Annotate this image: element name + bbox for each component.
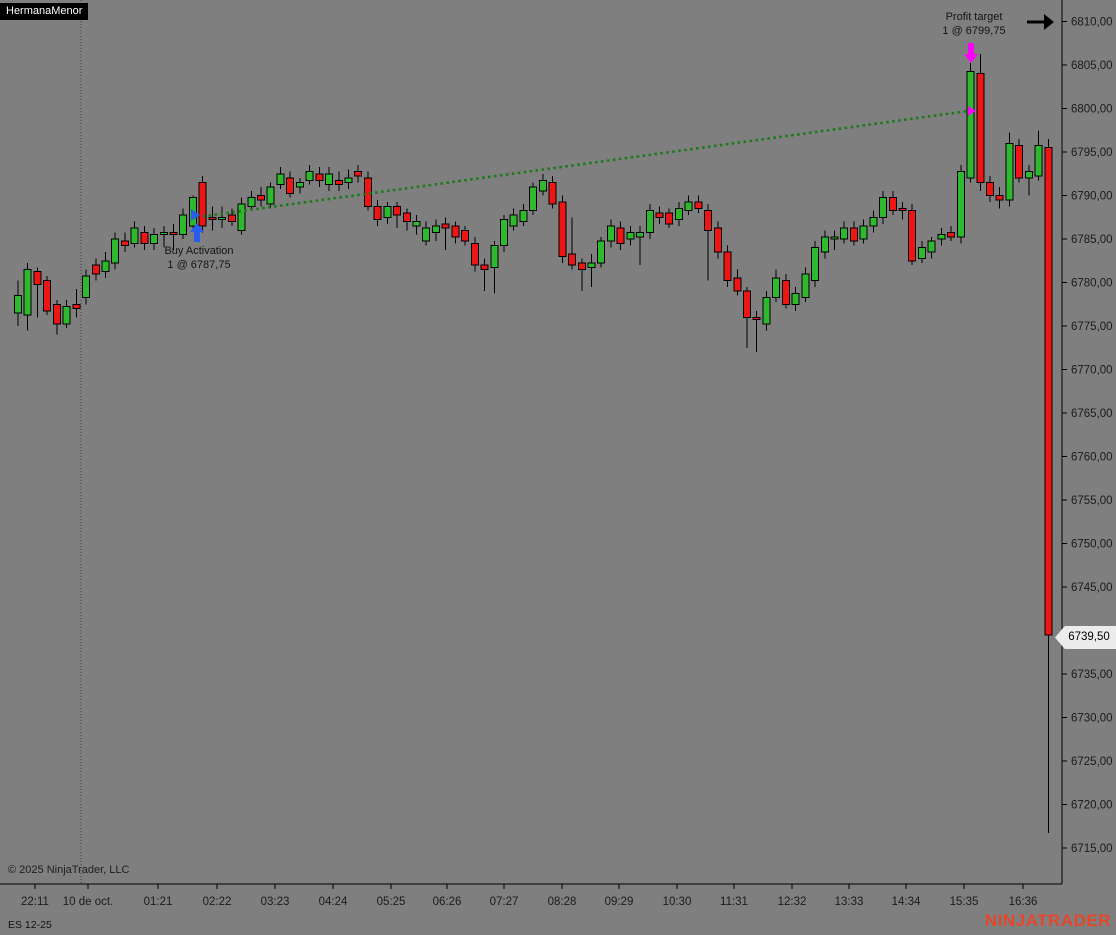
svg-text:04:24: 04:24	[319, 896, 348, 908]
svg-text:01:21: 01:21	[144, 896, 173, 908]
svg-text:10 de oct.: 10 de oct.	[63, 896, 114, 908]
svg-text:05:25: 05:25	[377, 896, 406, 908]
svg-text:6810,00: 6810,00	[1071, 17, 1113, 29]
svg-text:02:22: 02:22	[203, 896, 232, 908]
instrument-tab-label[interactable]: ES 12-25	[8, 919, 52, 931]
svg-text:14:34: 14:34	[892, 896, 921, 908]
svg-text:6720,00: 6720,00	[1071, 800, 1113, 812]
profit-target-line2: 1 @ 6799,75	[942, 25, 1006, 37]
trendline	[202, 109, 971, 218]
scroll-to-end-arrow-icon[interactable]	[1027, 14, 1054, 30]
svg-text:6790,00: 6790,00	[1071, 191, 1113, 203]
svg-text:06:26: 06:26	[433, 896, 462, 908]
svg-text:13:33: 13:33	[835, 896, 864, 908]
buy-activation-annotation: Buy Activation 1 @ 6787,75	[164, 244, 233, 272]
axes	[0, 0, 1063, 885]
time-axis[interactable]: 22:11 10 de oct. 01:21 02:22 03:23 04:24 05:25…	[21, 884, 1037, 908]
svg-text:6715,00: 6715,00	[1071, 843, 1113, 855]
profit-target-line1: Profit target	[945, 11, 1003, 23]
profit-target-arrow-icon	[964, 43, 978, 63]
svg-text:16:36: 16:36	[1009, 896, 1038, 908]
svg-text:6785,00: 6785,00	[1071, 234, 1113, 246]
svg-text:08:28: 08:28	[548, 896, 577, 908]
svg-text:03:23: 03:23	[261, 896, 290, 908]
profit-fill-triangle-icon	[968, 106, 976, 116]
copyright-text: © 2025 NinjaTrader, LLC	[8, 864, 130, 876]
svg-text:6780,00: 6780,00	[1071, 278, 1113, 290]
buy-arrow-icon	[190, 223, 204, 242]
buy-entry-triangle-icon	[191, 209, 200, 221]
candles-series	[14, 54, 1053, 833]
svg-text:09:29: 09:29	[605, 896, 634, 908]
svg-text:6775,00: 6775,00	[1071, 321, 1113, 333]
svg-text:6725,00: 6725,00	[1071, 756, 1113, 768]
svg-text:6750,00: 6750,00	[1071, 539, 1113, 551]
svg-text:6795,00: 6795,00	[1071, 147, 1113, 159]
svg-text:6760,00: 6760,00	[1071, 452, 1113, 464]
svg-text:22:11: 22:11	[21, 896, 49, 908]
ninjatrader-watermark: NINJATRADER	[984, 911, 1111, 930]
svg-text:10:30: 10:30	[663, 896, 692, 908]
svg-text:6770,00: 6770,00	[1071, 365, 1113, 377]
svg-text:6765,00: 6765,00	[1071, 408, 1113, 420]
buy-activation-line1: Buy Activation	[164, 245, 234, 257]
svg-text:6735,00: 6735,00	[1071, 669, 1113, 681]
svg-text:6800,00: 6800,00	[1071, 104, 1113, 116]
buy-activation-line2: 1 @ 6787,75	[167, 259, 231, 271]
svg-text:6745,00: 6745,00	[1071, 582, 1113, 594]
svg-text:11:31: 11:31	[720, 896, 748, 908]
svg-text:15:35: 15:35	[950, 896, 979, 908]
svg-text:12:32: 12:32	[778, 896, 807, 908]
svg-text:6805,00: 6805,00	[1071, 60, 1113, 72]
svg-text:6730,00: 6730,00	[1071, 713, 1113, 725]
last-price-marker: 6739,50	[1055, 626, 1116, 649]
svg-text:07:27: 07:27	[490, 896, 519, 908]
svg-text:6755,00: 6755,00	[1071, 495, 1113, 507]
profit-target-annotation: Profit target 1 @ 6799,75	[942, 10, 1005, 38]
strategy-name-label: HermanaMenor	[0, 3, 89, 20]
price-axis[interactable]: 6810,00 6805,00 6800,00 6795,00 6790,00 6785,…	[1062, 17, 1113, 856]
